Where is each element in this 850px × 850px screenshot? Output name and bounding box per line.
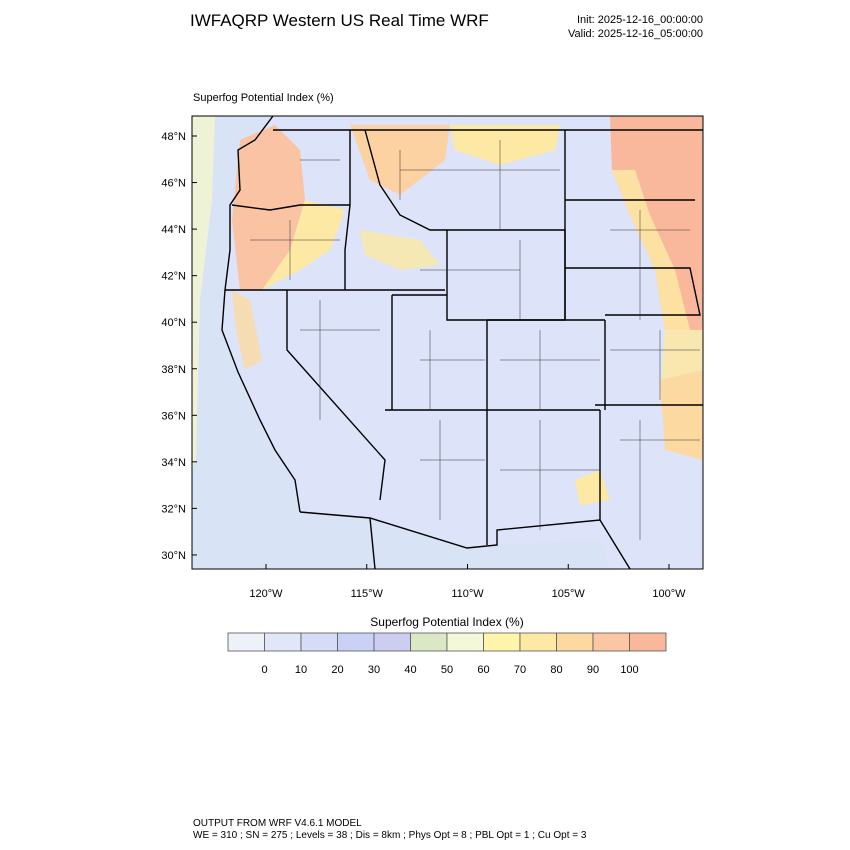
moderate-index-area: [232, 290, 262, 370]
colorbar-box: [337, 632, 375, 652]
colorbar-box: [373, 632, 411, 652]
colorbar-label: 30: [368, 664, 380, 676]
colorbar-label: 60: [477, 664, 489, 676]
colorbar-box: [446, 632, 484, 652]
colorbar-label: 0: [261, 664, 267, 676]
lat-label: 36°N: [161, 410, 186, 422]
colorbar-title: Superfog Potential Index (%): [370, 615, 523, 629]
moderate-index-area: [262, 200, 345, 290]
footer-line: OUTPUT FROM WRF V4.6.1 MODEL: [193, 818, 362, 829]
map-subtitle: Superfog Potential Index (%): [193, 92, 334, 104]
title: IWFAQRP Western US Real Time WRF: [190, 11, 489, 30]
colorbar-label: 80: [550, 664, 562, 676]
lat-label: 32°N: [161, 503, 186, 515]
colorbar-box: [629, 632, 667, 652]
map: [192, 116, 703, 569]
high-index-area: [232, 125, 305, 290]
map-frame: [191, 115, 704, 570]
colorbar-box: [300, 632, 338, 652]
colorbar-label: 100: [620, 664, 638, 676]
colorbar-label: 50: [441, 664, 453, 676]
colorbar-box: [483, 632, 521, 652]
moderate-index-area: [660, 370, 703, 460]
county-lines: [250, 140, 700, 540]
colorbar-label: 40: [404, 664, 416, 676]
colorbar-box: [519, 632, 557, 652]
colorbar-box: [556, 632, 594, 652]
land: [222, 116, 703, 569]
lon-label: 105°W: [552, 588, 586, 600]
moderate-index-area: [360, 230, 440, 270]
state-borders: [225, 129, 703, 569]
lon-label: 120°W: [249, 588, 283, 600]
lat-label: 48°N: [161, 131, 186, 143]
colorbar-box: [227, 632, 265, 652]
moderate-index-area: [450, 125, 560, 165]
lat-label: 30°N: [161, 550, 186, 562]
lon-label: 115°W: [351, 588, 384, 600]
moderate-index-area: [612, 170, 703, 400]
ocean-band: [192, 116, 215, 470]
lon-label: 100°W: [652, 588, 686, 600]
valid-time: Valid: 2025-12-16_05:00:00: [568, 28, 703, 40]
colorbar-box: [592, 632, 630, 652]
lat-label: 46°N: [161, 178, 186, 190]
colorbar-label: 20: [331, 664, 343, 676]
init-time: Init: 2025-12-16_00:00:00: [577, 14, 703, 26]
colorbar-box: [264, 632, 302, 652]
lat-label: 34°N: [161, 457, 186, 469]
lat-label: 44°N: [161, 224, 186, 236]
colorbar-label: 70: [514, 664, 526, 676]
colorbar-box: [410, 632, 448, 652]
moderate-index-area: [575, 470, 610, 505]
high-index-area: [610, 116, 703, 330]
footer-line: WE = 310 ; SN = 275 ; Levels = 38 ; Dis …: [193, 830, 587, 841]
lat-label: 38°N: [161, 364, 186, 376]
colorbar-label: 90: [587, 664, 599, 676]
lat-label: 40°N: [161, 317, 186, 329]
lon-label: 110°W: [451, 588, 484, 600]
lat-label: 42°N: [161, 271, 186, 283]
colorbar-label: 10: [295, 664, 307, 676]
